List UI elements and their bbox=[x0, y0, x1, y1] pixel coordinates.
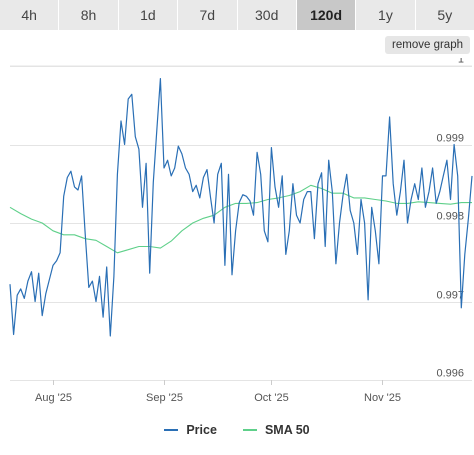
tab-30d[interactable]: 30d bbox=[237, 0, 297, 30]
tab-1y[interactable]: 1y bbox=[356, 0, 416, 30]
tab-4h[interactable]: 4h bbox=[0, 0, 60, 30]
legend-swatch-price bbox=[164, 429, 179, 431]
timeframe-tabs: 4h 8h 1d 7d 30d 120d 1y 5y bbox=[0, 0, 474, 30]
tab-120d[interactable]: 120d bbox=[296, 0, 357, 30]
legend-item-price[interactable]: Price bbox=[164, 420, 217, 440]
x-axis-tick-labels: Aug '25 Sep '25 Oct '25 Nov '25 bbox=[35, 380, 401, 404]
y-tick-label: 1 bbox=[458, 58, 464, 66]
legend-swatch-sma bbox=[242, 429, 257, 431]
y-tick-label: 0.999 bbox=[436, 133, 464, 145]
y-tick-label: 0.996 bbox=[436, 368, 464, 380]
y-tick-label: 0.997 bbox=[436, 290, 464, 302]
tab-5y[interactable]: 5y bbox=[415, 0, 474, 30]
x-tick-label: Sep '25 bbox=[146, 392, 183, 404]
legend-label-sma: SMA 50 bbox=[264, 423, 310, 437]
grid-lines bbox=[10, 65, 472, 381]
series-line-sma-50[interactable] bbox=[9, 184, 472, 254]
x-tick-label: Oct '25 bbox=[254, 392, 289, 404]
price-chart: 1 0.999 0.998 0.997 0.996 Aug '25 Sep '25 Oct … bbox=[9, 58, 473, 404]
tab-8h[interactable]: 8h bbox=[59, 0, 119, 30]
remove-graph-button[interactable]: remove graph bbox=[385, 36, 470, 54]
tab-7d[interactable]: 7d bbox=[178, 0, 238, 30]
chart-legend: Price SMA 50 bbox=[0, 420, 474, 440]
x-tick-label: Nov '25 bbox=[364, 392, 401, 404]
tab-1d[interactable]: 1d bbox=[118, 0, 179, 30]
y-tick-label: 0.998 bbox=[436, 211, 464, 223]
legend-item-sma[interactable]: SMA 50 bbox=[242, 420, 310, 440]
series-line-price[interactable] bbox=[9, 78, 473, 337]
y-axis-tick-labels: 1 0.999 0.998 0.997 0.996 bbox=[436, 58, 464, 380]
x-tick-label: Aug '25 bbox=[35, 392, 72, 404]
legend-label-price: Price bbox=[186, 423, 217, 437]
series-lines bbox=[9, 78, 473, 337]
